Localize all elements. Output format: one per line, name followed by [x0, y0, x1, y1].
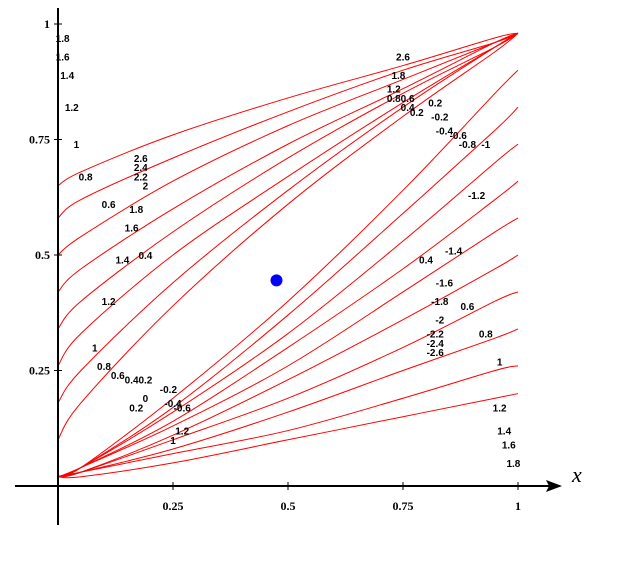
contour-label: -1.8	[431, 297, 449, 308]
contour-label: 1.8	[56, 34, 70, 45]
contour-lines	[57, 32, 519, 479]
contour-label: 1	[497, 357, 503, 368]
contour-label: 0.6	[460, 302, 474, 313]
contour-line	[57, 217, 519, 478]
contour-line	[57, 32, 519, 293]
contour-line	[57, 32, 519, 441]
contour-label: 2.4	[134, 163, 148, 174]
contour-label: -0.4	[164, 399, 182, 410]
contour-label: 0.4	[419, 256, 433, 267]
contour-label: -1	[481, 140, 490, 151]
contour-label: -1.4	[445, 246, 463, 257]
y-tick-label: 0.25	[29, 364, 50, 378]
y-tick-label: 0.75	[29, 133, 50, 147]
y-tick-label: 0.5	[35, 248, 50, 262]
contour-label: 1.4	[497, 427, 511, 438]
contour-label: 0.8	[479, 330, 493, 341]
contour-label: 0.8	[387, 94, 401, 105]
contour-label: 2	[143, 182, 149, 193]
contour-label: 1.4	[115, 256, 129, 267]
x-tick-label: 1	[515, 499, 521, 513]
x-axis-label: x	[571, 462, 582, 487]
x-tick-label: 0.25	[163, 499, 184, 513]
contour-line	[57, 291, 519, 478]
contour-label: 1	[92, 343, 98, 354]
x-tick-label: 0.75	[393, 499, 414, 513]
contour-label: -2.4	[427, 339, 445, 350]
contour-label: 0.8	[79, 172, 93, 183]
contour-label: 1.2	[65, 103, 79, 114]
y-tick-label: 1	[44, 17, 50, 31]
contour-label: 1	[170, 436, 176, 447]
contour-label: 2.2	[134, 172, 148, 183]
contour-label: -2.6	[427, 348, 445, 359]
x-tick-label: 0.5	[281, 499, 296, 513]
contour-line	[57, 32, 519, 256]
contour-label: -2.2	[427, 330, 445, 341]
contour-label: 0.4	[401, 103, 415, 114]
contour-label: 1.8	[129, 205, 143, 216]
contour-line	[57, 32, 519, 404]
contour-line	[57, 365, 519, 478]
contour-label: -1.6	[436, 279, 454, 290]
marker-point	[270, 274, 283, 287]
contour-label: 1.6	[125, 223, 139, 234]
contour-line	[57, 32, 519, 219]
contour-label: -0.6	[174, 403, 192, 414]
contour-line	[57, 393, 519, 479]
contour-label: 1.6	[502, 440, 516, 451]
contour-label: 1.2	[175, 427, 189, 438]
contour-label: 0.4	[138, 251, 152, 262]
contour-label: 2.6	[396, 52, 410, 63]
contour-line	[57, 32, 519, 330]
contour-line	[57, 69, 519, 478]
contour-label: 0	[143, 394, 149, 405]
contour-label: 0.8	[97, 362, 111, 373]
contour-label: 0.6	[111, 371, 125, 382]
contour-label: 2.6	[134, 154, 148, 165]
contour-label: 0.2	[428, 99, 442, 110]
contour-label: -0.4	[436, 126, 454, 137]
contour-label: -1.2	[468, 191, 486, 202]
contour-label: 1.6	[56, 52, 70, 63]
contour-label: -0.2	[160, 385, 178, 396]
contour-label: -0.2	[431, 112, 449, 123]
contour-line	[57, 32, 519, 187]
contour-label: 0.2	[410, 108, 424, 119]
contour-label: 0.6	[401, 94, 415, 105]
contour-label: 0.2	[138, 376, 152, 387]
contour-label: 1.4	[60, 71, 74, 82]
contour-label: 1.2	[493, 403, 507, 414]
contour-label: 0.6	[102, 200, 116, 211]
contour-line	[57, 143, 519, 478]
contour-label: 1	[74, 140, 80, 151]
contour-label: 1.2	[387, 85, 401, 96]
contour-label: 1.8	[391, 71, 405, 82]
contour-label: 0.2	[129, 403, 143, 414]
x-axis-arrow	[546, 480, 562, 492]
contour-label: 0.4	[125, 376, 139, 387]
contour-label: 1.2	[102, 297, 116, 308]
contour-label: -2	[435, 316, 444, 327]
contour-label: 1.8	[506, 459, 520, 470]
contour-label: -0.6	[450, 131, 468, 142]
contour-label: -0.8	[459, 140, 477, 151]
